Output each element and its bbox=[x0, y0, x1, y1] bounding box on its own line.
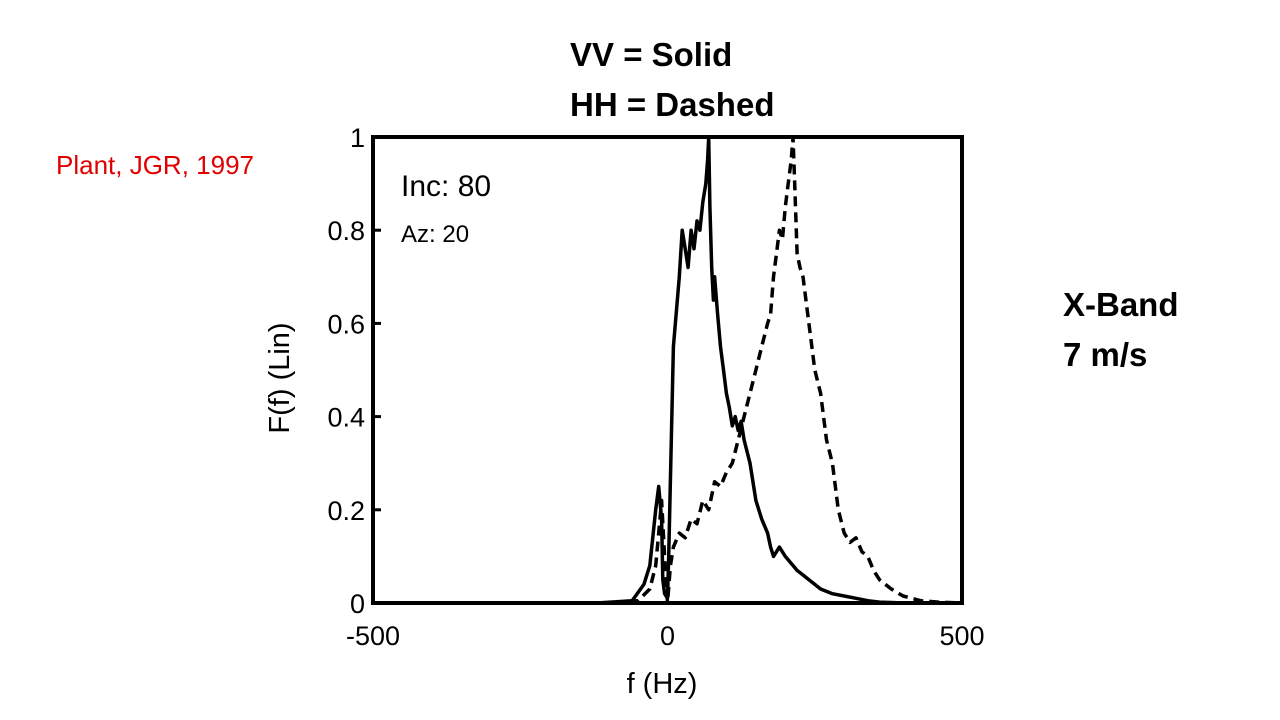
y-tick-label: 0.6 bbox=[327, 309, 365, 339]
citation-text: Plant, JGR, 1997 bbox=[56, 150, 254, 180]
y-tick-label: 0.2 bbox=[327, 496, 365, 526]
wind-speed-label: 7 m/s bbox=[1063, 336, 1148, 373]
series-line-solid bbox=[373, 135, 962, 605]
x-tick-label: 500 bbox=[939, 621, 984, 651]
plot-layer bbox=[373, 135, 963, 605]
x-axis-label: f (Hz) bbox=[627, 668, 698, 700]
legend-vv-solid: VV = Solid bbox=[570, 36, 733, 73]
legend-hh-dashed: HH = Dashed bbox=[570, 86, 775, 123]
y-axis-label: F(f) (Lin) bbox=[264, 322, 296, 433]
band-label: X-Band bbox=[1063, 286, 1179, 323]
annotation-azimuth: Az: 20 bbox=[401, 221, 469, 248]
y-tick-label: 0 bbox=[350, 589, 365, 619]
x-tick-label: 0 bbox=[660, 621, 675, 651]
annotation-incidence: Inc: 80 bbox=[401, 170, 491, 203]
y-tick-label: 1 bbox=[350, 123, 365, 153]
y-tick-label: 0.4 bbox=[327, 403, 365, 433]
y-tick-label: 0.8 bbox=[327, 216, 365, 246]
x-tick-label: -500 bbox=[346, 621, 400, 651]
